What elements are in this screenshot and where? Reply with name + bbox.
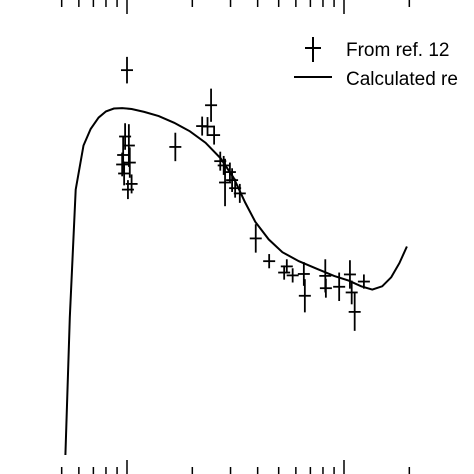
data-point bbox=[348, 292, 361, 331]
data-point bbox=[263, 254, 276, 269]
data-point bbox=[233, 183, 246, 203]
data-point bbox=[219, 158, 232, 207]
data-point bbox=[117, 136, 130, 174]
data-point bbox=[169, 132, 182, 162]
data-point bbox=[201, 117, 214, 137]
legend: From ref. 12 Calculated re bbox=[294, 37, 458, 90]
data-point bbox=[278, 265, 291, 280]
series-points-ref12 bbox=[116, 56, 370, 331]
data-point bbox=[121, 56, 133, 84]
data-point bbox=[118, 161, 131, 186]
legend-label-ref12: From ref. 12 bbox=[346, 40, 449, 61]
data-point bbox=[297, 262, 310, 286]
data-point bbox=[217, 155, 230, 175]
data-point bbox=[319, 278, 332, 298]
data-point bbox=[286, 268, 299, 283]
data-point bbox=[208, 125, 221, 145]
data-point bbox=[249, 224, 262, 253]
data-point bbox=[298, 279, 311, 313]
legend-label-calculated: Calculated re bbox=[346, 69, 458, 90]
data-point bbox=[357, 274, 370, 289]
data-point bbox=[205, 88, 218, 122]
data-point bbox=[345, 280, 358, 305]
data-point bbox=[223, 162, 236, 182]
data-point bbox=[280, 259, 293, 274]
data-point bbox=[122, 124, 135, 167]
data-point bbox=[333, 272, 346, 301]
data-point bbox=[116, 152, 129, 177]
data-point bbox=[343, 260, 356, 289]
data-point bbox=[121, 180, 134, 200]
axis-ticks bbox=[60, 0, 411, 474]
